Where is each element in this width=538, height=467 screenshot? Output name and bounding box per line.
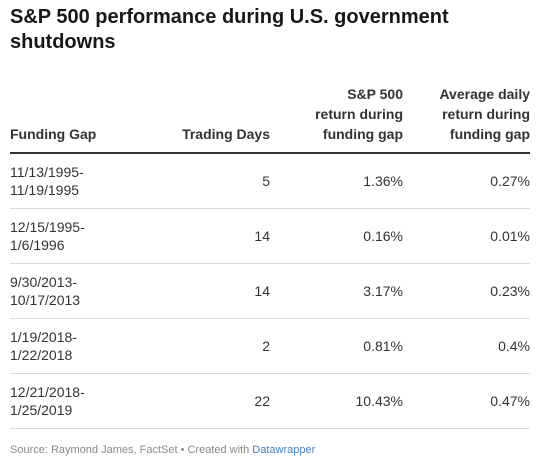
header-sp500-return-line3: funding gap <box>322 126 403 142</box>
table-row: 11/13/1995- 11/19/1995 5 1.36% 0.27% <box>10 153 530 209</box>
cell-average-daily-return: 0.47% <box>403 373 530 429</box>
table-row: 9/30/2013- 10/17/2013 14 3.17% 0.23% <box>10 263 530 319</box>
cell-sp500-return: 3.17% <box>270 263 403 319</box>
data-table: Funding Gap Trading Days S&P 500 return … <box>10 78 530 429</box>
header-trading-days: Trading Days <box>160 78 270 154</box>
cell-average-daily-return: 0.23% <box>403 263 530 319</box>
gap-end: 1/22/2018 <box>10 347 73 363</box>
cell-trading-days: 5 <box>160 153 270 209</box>
cell-trading-days: 2 <box>160 318 270 374</box>
cell-funding-gap: 1/19/2018- 1/22/2018 <box>10 318 160 374</box>
cell-sp500-return: 0.81% <box>270 318 403 374</box>
header-average-daily-line1: Average daily <box>439 86 530 102</box>
cell-average-daily-return: 0.27% <box>403 153 530 209</box>
source-text: Source: Raymond James, FactSet • Created… <box>10 444 253 456</box>
gap-start: 11/13/1995- <box>10 164 84 180</box>
cell-average-daily-return: 0.01% <box>403 208 530 264</box>
header-sp500-return-line1: S&P 500 <box>347 86 403 102</box>
cell-sp500-return: 10.43% <box>270 373 403 429</box>
cell-average-daily-return: 0.4% <box>403 318 530 374</box>
header-average-daily-line3: funding gap <box>449 126 530 142</box>
cell-sp500-return: 0.16% <box>270 208 403 264</box>
gap-start: 12/21/2018- <box>10 384 85 400</box>
gap-end: 1/25/2019 <box>10 402 73 418</box>
table-row: 1/19/2018- 1/22/2018 2 0.81% 0.4% <box>10 318 530 374</box>
gap-start: 9/30/2013- <box>10 274 77 290</box>
chart-title: S&P 500 performance during U.S. governme… <box>10 6 449 53</box>
cell-funding-gap: 9/30/2013- 10/17/2013 <box>10 263 160 319</box>
cell-sp500-return: 1.36% <box>270 153 403 209</box>
gap-start: 12/15/1995- <box>10 219 85 235</box>
header-average-daily-return: Average daily return during funding gap <box>403 78 530 154</box>
cell-trading-days: 22 <box>160 373 270 429</box>
cell-funding-gap: 12/15/1995- 1/6/1996 <box>10 208 160 264</box>
cell-funding-gap: 12/21/2018- 1/25/2019 <box>10 373 160 429</box>
table-row: 12/21/2018- 1/25/2019 22 10.43% 0.47% <box>10 373 530 429</box>
gap-end: 11/19/1995 <box>10 182 80 198</box>
gap-start: 1/19/2018- <box>10 329 77 345</box>
header-sp500-return-line2: return during <box>315 106 403 122</box>
gap-end: 10/17/2013 <box>10 292 81 308</box>
cell-trading-days: 14 <box>160 263 270 319</box>
datawrapper-link[interactable]: Datawrapper <box>252 444 316 456</box>
source-note: Source: Raymond James, FactSet • Created… <box>10 444 315 456</box>
gap-end: 1/6/1996 <box>10 237 65 253</box>
header-sp500-return: S&P 500 return during funding gap <box>270 78 403 154</box>
cell-funding-gap: 11/13/1995- 11/19/1995 <box>10 153 160 209</box>
header-average-daily-line2: return during <box>442 106 530 122</box>
table-header-row: Funding Gap Trading Days S&P 500 return … <box>10 78 530 154</box>
header-funding-gap: Funding Gap <box>10 78 160 154</box>
table-row: 12/15/1995- 1/6/1996 14 0.16% 0.01% <box>10 208 530 264</box>
cell-trading-days: 14 <box>160 208 270 264</box>
